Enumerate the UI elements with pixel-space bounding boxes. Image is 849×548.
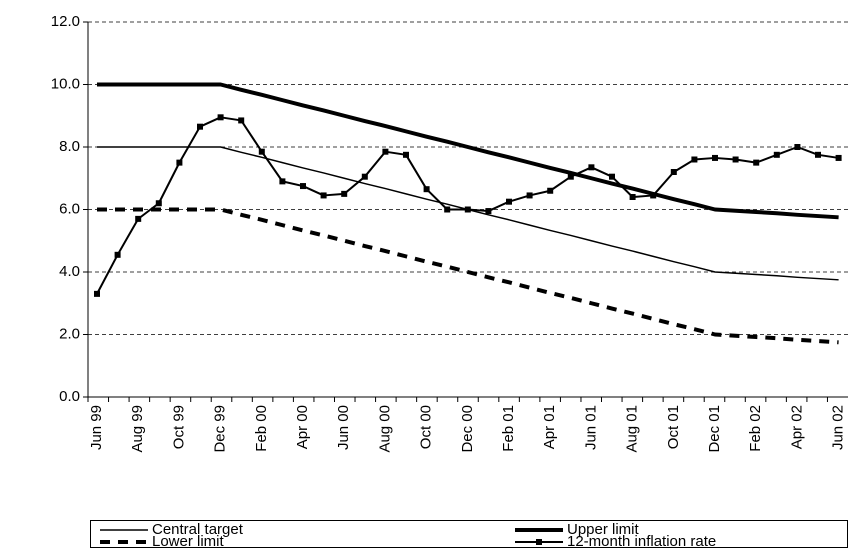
marker (650, 192, 657, 199)
x-tick-label: Jun 99 (88, 405, 105, 450)
marker (609, 173, 615, 180)
marker (135, 215, 142, 222)
marker (403, 151, 409, 158)
y-tick-label: 4.0 (59, 263, 80, 280)
x-tick-label: Apr 00 (294, 405, 311, 449)
marker (567, 173, 574, 180)
marker (238, 117, 245, 124)
y-tick-label: 10.0 (51, 75, 80, 92)
x-tick-label: Apr 01 (541, 405, 558, 449)
x-tick-label: Jun 02 (830, 405, 847, 450)
x-tick-label: Dec 00 (459, 405, 476, 453)
x-tick-label: Aug 99 (129, 405, 146, 453)
x-tick-label: Aug 00 (376, 405, 393, 453)
y-tick-label: 12.0 (51, 13, 80, 30)
marker (361, 173, 368, 180)
y-tick-label: 2.0 (59, 325, 80, 342)
marker (753, 159, 760, 166)
marker (217, 114, 224, 121)
x-tick-label: Apr 02 (788, 405, 805, 449)
x-tick-label: Dec 99 (212, 405, 229, 453)
marker (506, 198, 512, 205)
marker (464, 206, 471, 213)
marker (670, 169, 677, 175)
marker (773, 151, 780, 158)
x-tick-label: Jun 01 (582, 405, 599, 450)
marker (815, 151, 821, 158)
marker (732, 156, 739, 163)
marker (485, 208, 492, 215)
series-line (97, 146, 839, 281)
legend-label: Lower limit (152, 533, 225, 548)
marker (176, 159, 183, 166)
x-tick-label: Feb 02 (747, 405, 764, 452)
marker (341, 190, 348, 197)
marker (629, 194, 636, 200)
x-tick-label: Feb 01 (500, 405, 517, 452)
y-tick-label: 8.0 (59, 138, 80, 155)
marker (526, 192, 533, 199)
marker (588, 164, 595, 171)
marker (712, 154, 718, 161)
marker (320, 192, 327, 199)
marker (382, 148, 389, 155)
marker (155, 200, 162, 207)
x-tick-label: Oct 01 (665, 405, 682, 449)
marker (258, 148, 265, 155)
marker (94, 290, 100, 297)
marker (279, 178, 286, 185)
marker (547, 187, 554, 194)
series-line (96, 116, 839, 295)
y-tick-label: 6.0 (59, 200, 80, 217)
x-tick-label: Oct 00 (418, 405, 435, 449)
marker (691, 156, 698, 163)
marker (300, 183, 306, 190)
series-line (97, 82, 839, 220)
legend-label: 12-month inflation rate (567, 533, 716, 548)
series-line (97, 207, 839, 345)
marker (444, 206, 451, 213)
x-tick-label: Dec 01 (706, 405, 723, 453)
marker (114, 251, 121, 258)
legend-label: Upper limit (567, 521, 640, 538)
marker (197, 123, 203, 130)
y-tick-label: 0.0 (59, 388, 80, 405)
x-tick-label: Feb 00 (253, 405, 270, 452)
marker (835, 154, 842, 161)
x-tick-label: Jun 00 (335, 405, 352, 450)
marker (794, 144, 801, 150)
x-tick-label: Oct 99 (170, 405, 187, 449)
legend-marker (536, 539, 542, 545)
legend-label: Central target (152, 521, 244, 538)
marker (423, 186, 430, 193)
x-tick-label: Aug 01 (624, 405, 641, 453)
